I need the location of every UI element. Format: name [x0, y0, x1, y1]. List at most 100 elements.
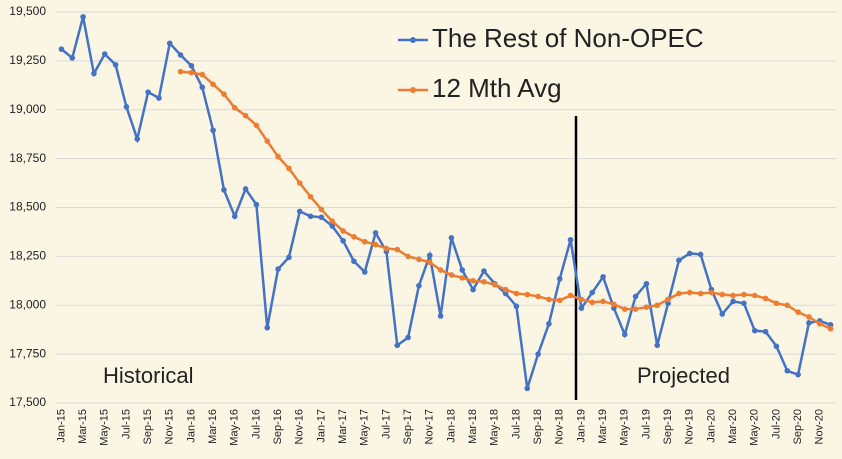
y-tick-label: 18,750: [9, 151, 46, 165]
data-point: [264, 324, 271, 331]
data-point: [221, 91, 227, 97]
data-point: [307, 193, 314, 200]
data-point: [491, 281, 498, 288]
data-point: [405, 253, 411, 260]
data-point: [827, 325, 834, 332]
data-point: [340, 237, 346, 244]
x-tick-label: Sep-15: [142, 409, 154, 444]
data-point: [741, 291, 747, 298]
data-point: [513, 303, 520, 310]
data-point: [795, 371, 801, 378]
data-point: [416, 256, 422, 263]
legend-label: 12 Mth Avg: [432, 73, 562, 103]
data-point: [621, 306, 628, 312]
data-point: [535, 351, 541, 357]
data-point: [437, 267, 444, 273]
data-point: [719, 291, 726, 298]
data-point: [264, 138, 271, 144]
data-point: [351, 234, 357, 240]
data-point: [611, 305, 617, 311]
data-point: [177, 68, 184, 75]
data-point: [253, 122, 260, 129]
data-point: [806, 314, 812, 320]
data-point: [210, 81, 216, 88]
x-tick-label: Jan-16: [185, 409, 197, 443]
data-point: [730, 292, 736, 299]
data-point: [643, 280, 650, 287]
x-tick-label: Mar-18: [467, 409, 479, 444]
data-point: [351, 258, 357, 265]
y-tick-label: 19,000: [9, 102, 46, 116]
data-point: [621, 331, 628, 338]
data-point: [383, 245, 390, 252]
y-tick-label: 19,250: [9, 53, 46, 67]
data-point: [448, 272, 455, 278]
data-point: [470, 286, 476, 293]
data-point: [188, 62, 195, 69]
data-point: [546, 321, 552, 327]
x-tick-label: May-20: [749, 409, 761, 446]
data-point: [69, 55, 76, 61]
annotation: Projected: [637, 363, 730, 388]
legend-label: The Rest of Non-OPEC: [432, 23, 704, 53]
legend-swatch-point: [410, 37, 416, 43]
data-point: [578, 305, 585, 311]
data-point: [231, 104, 238, 111]
data-point: [188, 69, 195, 76]
data-point: [459, 267, 466, 273]
data-point: [372, 230, 379, 236]
data-point: [361, 269, 368, 275]
x-tick-label: Jan-18: [445, 409, 457, 443]
x-tick-label: Mar-15: [77, 409, 89, 444]
data-point: [632, 306, 639, 312]
data-point: [665, 300, 671, 307]
data-point: [730, 298, 736, 305]
x-tick-label: Jul-15: [120, 409, 132, 439]
data-point: [394, 246, 401, 253]
data-point: [210, 127, 216, 134]
data-point: [296, 208, 303, 215]
x-tick-label: Mar-19: [597, 409, 609, 444]
data-point: [535, 293, 541, 300]
data-point: [242, 112, 249, 119]
data-point: [697, 251, 704, 258]
data-point: [676, 290, 682, 297]
data-point: [329, 223, 336, 229]
data-point: [394, 342, 401, 349]
data-point: [751, 327, 758, 334]
data-point: [567, 236, 574, 243]
data-point: [654, 342, 661, 349]
data-point: [91, 70, 97, 77]
data-point: [329, 218, 336, 224]
y-tick-label: 18,250: [9, 249, 46, 263]
data-point: [524, 291, 531, 298]
x-tick-label: May-17: [359, 409, 371, 446]
x-tick-label: Jul-20: [770, 409, 782, 439]
x-tick-label: Jul-19: [640, 409, 652, 439]
data-point: [784, 367, 791, 374]
data-point: [145, 89, 151, 95]
data-point: [286, 165, 292, 172]
x-tick-label: Nov-20: [814, 409, 826, 444]
data-point: [275, 266, 281, 272]
data-point: [773, 343, 780, 350]
data-point: [101, 51, 108, 57]
y-tick-label: 19,500: [9, 4, 46, 18]
x-tick-label: Nov-16: [294, 409, 306, 444]
x-tick-label: Sep-17: [402, 409, 414, 444]
data-point: [123, 104, 130, 110]
x-tick-label: Nov-18: [554, 409, 566, 444]
data-point: [372, 241, 379, 248]
x-tick-label: Jul-17: [380, 409, 392, 439]
data-point: [784, 302, 791, 309]
data-point: [556, 297, 563, 304]
data-point: [112, 61, 119, 68]
x-tick-label: Jul-18: [510, 409, 522, 439]
data-point: [58, 46, 65, 52]
y-tick-label: 18,000: [9, 297, 46, 311]
x-tick-label: Nov-19: [684, 409, 696, 444]
data-point: [513, 290, 520, 297]
data-point: [600, 274, 606, 280]
data-point: [156, 95, 162, 101]
